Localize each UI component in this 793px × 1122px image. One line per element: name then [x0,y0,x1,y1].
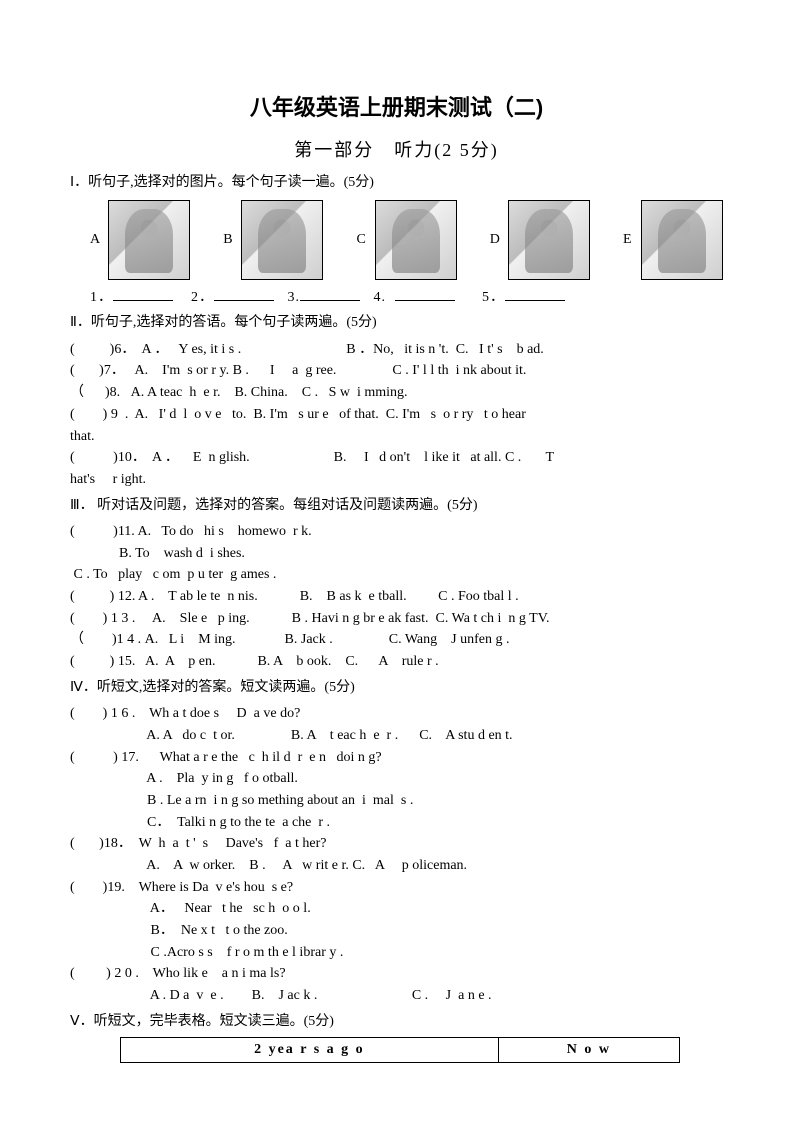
question-9: ( ) 9 . A. I' d l o v e to. ﻿B. I'm s ur… [70,404,723,426]
question-17a: A . Pla y in g f o otball. [70,768,723,790]
question-16-options: A. A do c t or. ﻿ B. A t eac h e r . ﻿C.… [70,725,723,747]
image-label: A [90,232,104,248]
section-5-heading: Ⅴ．听短文，完毕表格。短文读三遍。(5分) [70,1011,723,1033]
image-option-b: B [223,200,323,280]
section-1-heading: Ⅰ．听句子,选择对的图片。每个句子读一遍。(5分) [70,172,723,194]
question-11: ( )11. A. To do hi s homewo r k. [70,521,723,543]
table-header-1: 2 yea r s a g o [121,1038,499,1063]
question-20: ( ) 2 0 . Who lik e a n i ma ls? [70,963,723,985]
page-title: 八年级英语上册期末测试（二) [70,90,723,122]
blank-3[interactable] [300,288,360,301]
question-18: ( )18． W h a t ' s Dave's f a t her? [70,833,723,855]
option-image-placeholder [508,200,590,280]
question-10-cont: hat's r ight. [70,469,723,491]
option-image-placeholder [375,200,457,280]
option-image-placeholder [108,200,190,280]
question-6: ( )6． A ． Y es, it i s . B ．No, it is n … [70,339,723,361]
image-label: E [623,232,637,248]
image-label: B [223,232,237,248]
question-14: （ )1 4 . A. L i M ing. ﻿ B. Jack . ﻿ C. … [70,629,723,651]
image-options-row: A B C D E [90,200,723,280]
blank-1[interactable] [113,288,173,301]
blank-2[interactable] [214,288,274,301]
question-16: ( ) 1 6 . Wh a t doe s D a ve do? [70,703,723,725]
comparison-table: 2 yea r s a g o N o w [120,1037,680,1063]
question-15: ( ) 15. A. A p en. ﻿ B. A b ook. ﻿ C. A … [70,651,723,673]
answer-blanks-row: 1． 2． 3. 4. 5． [90,286,723,306]
question-17: ( ) 17. What a r e the c h il d r e n do… [70,747,723,769]
question-19: ( )19. Where is Da v e's hou s e? [70,877,723,899]
image-option-e: E [623,200,723,280]
section-2-heading: Ⅱ．听句子,选择对的答语。每个句子读两遍。(5分) [70,312,723,334]
question-19b: B． Ne x t t o the zoo. [70,920,723,942]
image-option-a: A [90,200,190,280]
question-10: ( )10． A ． E n glish. ﻿ B. I d on't l ik… [70,447,723,469]
option-image-placeholder [241,200,323,280]
section-4-heading: Ⅳ．听短文,选择对的答案。短文读两遍。(5分) [70,677,723,699]
table-row: 2 yea r s a g o N o w [121,1038,680,1063]
question-18-options: A. A w orker. ﻿ B . A w rit e r. ﻿﻿C. A … [70,855,723,877]
question-19a: A． Near t he sc h o o l. [70,898,723,920]
question-7: ( )7． A. I'm s or r y. ﻿B . I a g ree. ﻿… [70,360,723,382]
question-13: ( ) 1 3 . A. Sle e p ing. B . Havi n g b… [70,608,723,630]
question-17c: C． Talki n g to the te a che r . [70,812,723,834]
question-9-cont: that. [70,426,723,448]
image-label: D [490,232,504,248]
section-part-title: 第一部分 听力(2 5分) [70,136,723,162]
section-3-heading: Ⅲ． 听对话及问题，选择对的答案。每组对话及问题读两遍。(5分) [70,495,723,517]
blank-5[interactable] [505,288,565,301]
image-option-d: D [490,200,590,280]
blank-4[interactable] [395,288,455,301]
table-header-2: N o w [498,1038,679,1063]
option-image-placeholder [641,200,723,280]
question-17b: B . Le a rn i n g so mething about an i … [70,790,723,812]
question-20-options: A . D a v e . ﻿ B. J ac k . ﻿ C . J a n … [70,985,723,1007]
question-11c: C . To play c om p u ter g ames . [70,564,723,586]
image-option-c: C [357,200,457,280]
image-label: C [357,232,371,248]
question-8: （ )8. A. A teac h e r. ﻿B. China. ﻿ C . … [70,382,723,404]
question-19c: C .Acro s s f r o m th e l ibrar y . [70,942,723,964]
question-12: ( ) 12. A . T ab le te n nis. B. B as k … [70,586,723,608]
question-11b: B. To wash d i shes. [70,543,723,565]
